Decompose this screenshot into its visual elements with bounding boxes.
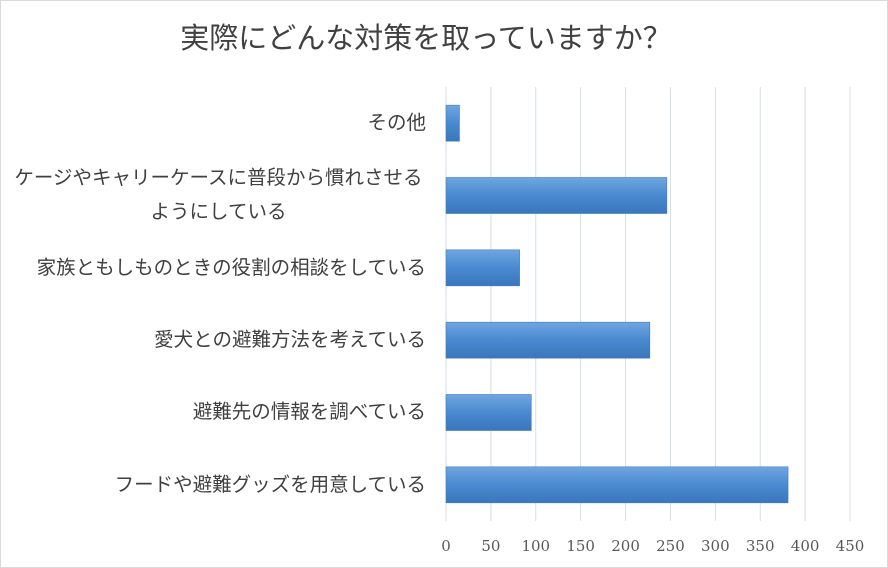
bar <box>445 394 532 431</box>
x-tick-label: 150 <box>566 537 595 555</box>
x-tick-label: 100 <box>521 537 550 555</box>
x-tick-label: 250 <box>656 537 685 555</box>
bar <box>445 466 789 504</box>
y-label-box: その他 <box>11 87 426 159</box>
y-label-box: フードや避難グッズを用意している <box>11 449 426 521</box>
x-tick-label: 450 <box>836 537 865 555</box>
x-tick-label: 0 <box>441 537 451 555</box>
y-tick-label: ケージやキャリーケースに普段から慣れさせるようにしている <box>14 166 423 224</box>
bar <box>445 104 460 142</box>
y-tick-label: その他 <box>367 111 426 135</box>
bar <box>445 321 651 359</box>
y-label-box: 避難先の情報を調べている <box>11 376 426 448</box>
y-tick-label: 愛犬との避難方法を考えている <box>154 328 426 352</box>
chart-title: 実際にどんな対策を取っていますか？ <box>180 21 672 55</box>
y-label-box: 家族ともしものときの役割の相談をしている <box>11 232 426 304</box>
x-tick-label: 50 <box>481 537 500 555</box>
y-tick-label: フードや避難グッズを用意している <box>114 472 426 496</box>
y-label-box: 愛犬との避難方法を考えている <box>11 304 426 376</box>
y-tick-label: 避難先の情報を調べている <box>192 400 426 424</box>
bar <box>445 249 520 287</box>
x-tick-label: 200 <box>611 537 640 555</box>
x-tick-label: 350 <box>746 537 775 555</box>
x-tick-label: 300 <box>701 537 730 555</box>
y-tick-label: 家族ともしものときの役割の相談をしている <box>36 255 426 279</box>
y-label-box: ケージやキャリーケースに普段から慣れさせるようにしている <box>11 159 426 231</box>
x-tick-label: 400 <box>791 537 820 555</box>
bar <box>445 177 668 214</box>
